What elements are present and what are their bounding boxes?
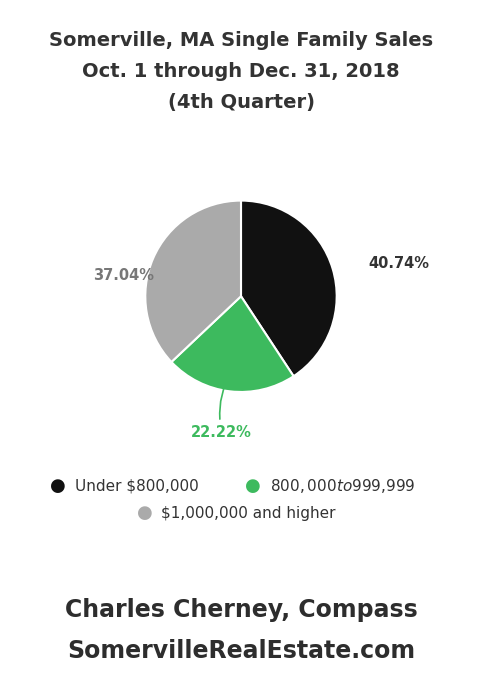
Text: Charles Cherney, Compass: Charles Cherney, Compass xyxy=(65,598,417,621)
Text: ●: ● xyxy=(50,477,66,495)
Text: 40.74%: 40.74% xyxy=(369,256,429,271)
Text: SomervilleRealEstate.com: SomervilleRealEstate.com xyxy=(67,639,415,663)
Wedge shape xyxy=(241,200,337,376)
Text: 37.04%: 37.04% xyxy=(93,268,154,282)
Text: Oct. 1 through Dec. 31, 2018: Oct. 1 through Dec. 31, 2018 xyxy=(82,62,400,81)
Text: 22.22%: 22.22% xyxy=(191,373,252,440)
Wedge shape xyxy=(145,200,241,362)
Text: (4th Quarter): (4th Quarter) xyxy=(168,93,314,112)
Text: ●: ● xyxy=(245,477,261,495)
Text: $1,000,000 and higher: $1,000,000 and higher xyxy=(161,506,336,521)
Text: Somerville, MA Single Family Sales: Somerville, MA Single Family Sales xyxy=(49,31,433,50)
Text: $800,000 to $999,999: $800,000 to $999,999 xyxy=(270,477,415,495)
Wedge shape xyxy=(172,296,294,392)
Text: ●: ● xyxy=(137,504,152,522)
Text: Under $800,000: Under $800,000 xyxy=(75,478,199,493)
